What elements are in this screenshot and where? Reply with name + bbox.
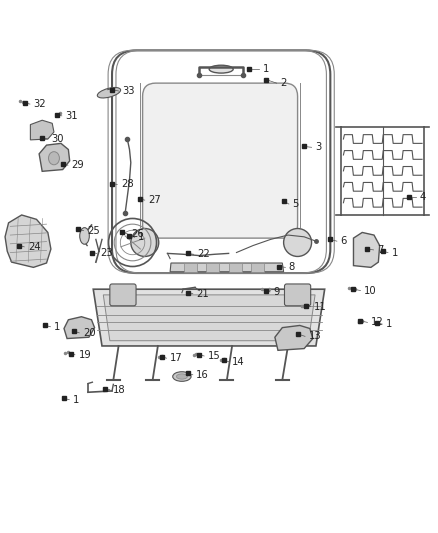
Ellipse shape <box>209 65 233 73</box>
Text: 22: 22 <box>197 249 210 259</box>
FancyBboxPatch shape <box>110 284 136 306</box>
Text: 24: 24 <box>28 242 40 252</box>
Text: 1: 1 <box>138 232 145 242</box>
FancyBboxPatch shape <box>184 263 197 272</box>
Text: 11: 11 <box>314 302 327 312</box>
Text: 32: 32 <box>33 99 46 109</box>
Text: 1: 1 <box>386 319 392 329</box>
Text: 1: 1 <box>54 322 60 332</box>
FancyBboxPatch shape <box>251 263 264 272</box>
Text: 12: 12 <box>371 317 384 327</box>
Polygon shape <box>103 295 315 341</box>
Text: 13: 13 <box>308 332 321 341</box>
Polygon shape <box>5 215 51 268</box>
Text: 26: 26 <box>131 229 144 239</box>
Ellipse shape <box>49 152 60 165</box>
Text: 4: 4 <box>420 192 426 201</box>
Text: 18: 18 <box>113 385 126 394</box>
Polygon shape <box>30 120 54 140</box>
FancyBboxPatch shape <box>285 284 311 306</box>
Ellipse shape <box>177 374 187 379</box>
Polygon shape <box>93 289 325 346</box>
Text: 8: 8 <box>289 262 295 272</box>
Text: 25: 25 <box>87 225 100 236</box>
Text: 29: 29 <box>71 160 84 170</box>
Polygon shape <box>64 317 95 338</box>
FancyBboxPatch shape <box>229 263 242 272</box>
Ellipse shape <box>173 372 191 381</box>
Text: 1: 1 <box>263 64 269 74</box>
Text: 27: 27 <box>148 195 161 205</box>
FancyBboxPatch shape <box>143 83 297 238</box>
Text: 31: 31 <box>65 111 78 121</box>
Text: 1: 1 <box>392 247 398 257</box>
Text: 15: 15 <box>208 351 220 361</box>
Text: 33: 33 <box>122 86 134 96</box>
Circle shape <box>284 229 311 256</box>
Text: 17: 17 <box>170 353 183 363</box>
Polygon shape <box>170 263 284 272</box>
Text: 9: 9 <box>274 287 280 297</box>
Ellipse shape <box>80 228 89 244</box>
Text: 2: 2 <box>280 78 286 88</box>
Text: 3: 3 <box>315 142 321 152</box>
Text: 23: 23 <box>100 248 113 259</box>
Text: 14: 14 <box>232 357 245 367</box>
Polygon shape <box>353 232 380 268</box>
Polygon shape <box>39 143 70 171</box>
Text: 5: 5 <box>292 199 299 209</box>
Text: 19: 19 <box>78 350 91 360</box>
Text: 28: 28 <box>121 180 134 189</box>
Text: 21: 21 <box>196 288 209 298</box>
Text: 16: 16 <box>196 370 209 380</box>
Text: 30: 30 <box>51 134 64 144</box>
Text: 10: 10 <box>364 286 377 295</box>
FancyBboxPatch shape <box>206 263 219 272</box>
Polygon shape <box>275 326 313 350</box>
Circle shape <box>131 229 159 256</box>
Text: 6: 6 <box>340 236 347 246</box>
Text: 1: 1 <box>73 394 79 405</box>
Ellipse shape <box>97 87 120 98</box>
Text: 7: 7 <box>377 245 383 255</box>
Text: 20: 20 <box>83 328 95 338</box>
